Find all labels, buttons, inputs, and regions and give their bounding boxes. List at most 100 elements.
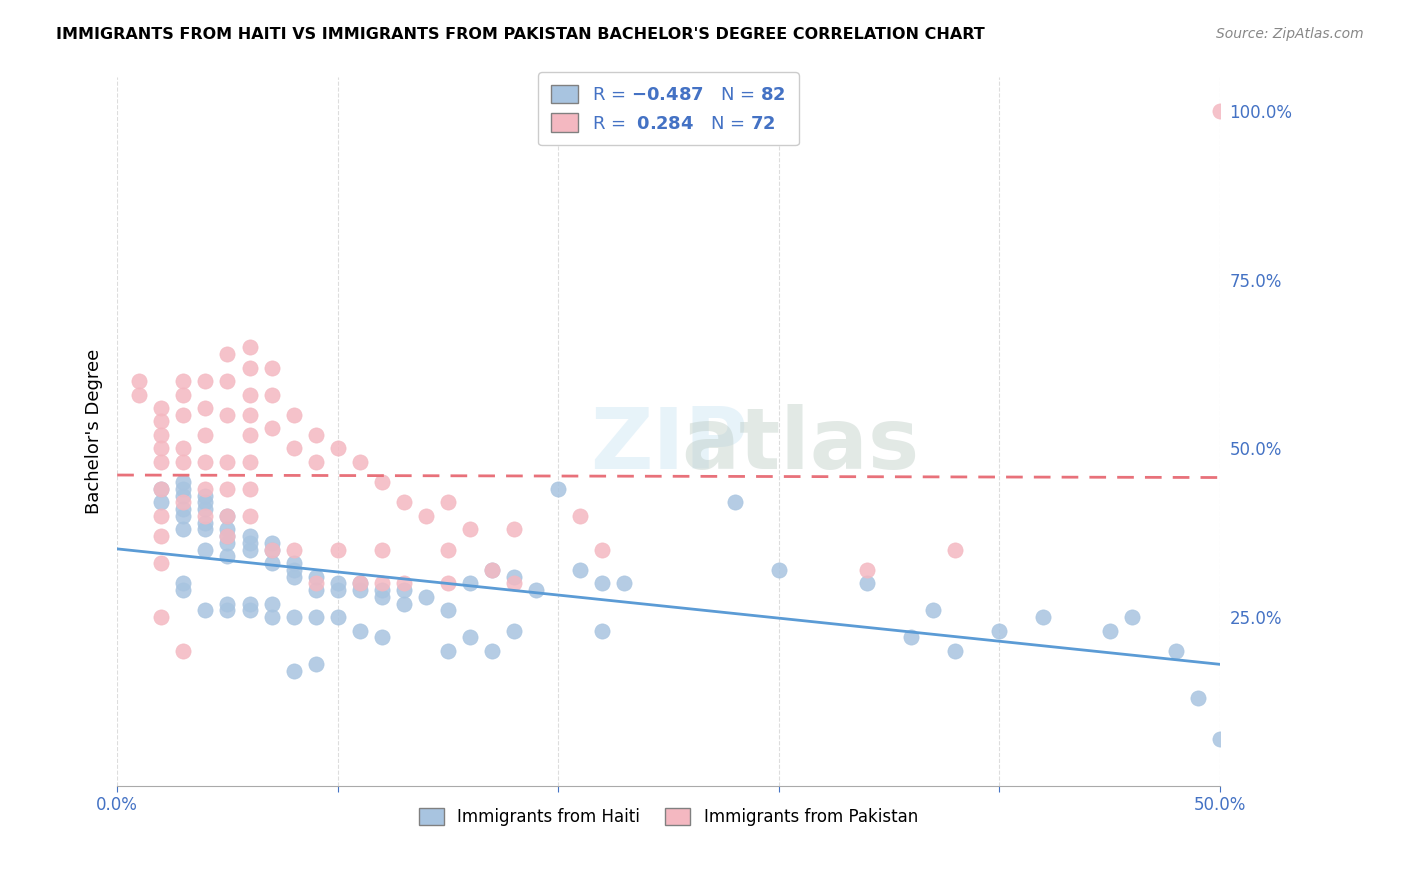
Point: [415, 590, 437, 604]
Point: [724, 495, 747, 509]
Point: [392, 495, 415, 509]
Point: [392, 576, 415, 591]
Point: [128, 387, 150, 401]
Point: [238, 408, 260, 422]
Point: [569, 563, 592, 577]
Point: [172, 508, 194, 523]
Point: [305, 583, 328, 598]
Point: [613, 576, 636, 591]
Point: [217, 536, 239, 550]
Point: [349, 576, 371, 591]
Point: [217, 482, 239, 496]
Point: [217, 508, 239, 523]
Point: [371, 590, 394, 604]
Point: [283, 563, 305, 577]
Point: [305, 569, 328, 583]
Point: [172, 576, 194, 591]
Y-axis label: Bachelor's Degree: Bachelor's Degree: [86, 349, 103, 515]
Point: [172, 523, 194, 537]
Point: [217, 549, 239, 564]
Point: [458, 576, 481, 591]
Point: [349, 455, 371, 469]
Point: [1032, 610, 1054, 624]
Point: [437, 603, 460, 617]
Point: [481, 644, 503, 658]
Point: [172, 583, 194, 598]
Point: [349, 583, 371, 598]
Point: [988, 624, 1011, 638]
Point: [349, 576, 371, 591]
Point: [238, 455, 260, 469]
Point: [150, 415, 173, 429]
Point: [238, 428, 260, 442]
Text: ZIP: ZIP: [589, 404, 748, 487]
Point: [305, 576, 328, 591]
Point: [349, 624, 371, 638]
Point: [194, 428, 217, 442]
Point: [217, 597, 239, 611]
Point: [194, 374, 217, 388]
Point: [283, 569, 305, 583]
Point: [260, 610, 283, 624]
Point: [591, 576, 613, 591]
Point: [172, 408, 194, 422]
Point: [900, 631, 922, 645]
Point: [238, 536, 260, 550]
Point: [260, 556, 283, 570]
Point: [150, 442, 173, 456]
Point: [922, 603, 945, 617]
Point: [194, 495, 217, 509]
Point: [481, 563, 503, 577]
Point: [437, 576, 460, 591]
Point: [217, 529, 239, 543]
Text: Source: ZipAtlas.com: Source: ZipAtlas.com: [1216, 27, 1364, 41]
Point: [437, 644, 460, 658]
Point: [238, 482, 260, 496]
Point: [371, 475, 394, 490]
Point: [194, 502, 217, 516]
Point: [217, 603, 239, 617]
Point: [524, 583, 547, 598]
Point: [437, 542, 460, 557]
Point: [194, 523, 217, 537]
Point: [150, 508, 173, 523]
Point: [415, 508, 437, 523]
Text: IMMIGRANTS FROM HAITI VS IMMIGRANTS FROM PAKISTAN BACHELOR'S DEGREE CORRELATION : IMMIGRANTS FROM HAITI VS IMMIGRANTS FROM…: [56, 27, 986, 42]
Point: [194, 401, 217, 415]
Point: [172, 455, 194, 469]
Point: [150, 610, 173, 624]
Point: [217, 508, 239, 523]
Point: [150, 495, 173, 509]
Point: [172, 482, 194, 496]
Point: [260, 542, 283, 557]
Point: [238, 340, 260, 354]
Point: [172, 502, 194, 516]
Point: [217, 408, 239, 422]
Point: [326, 576, 349, 591]
Point: [238, 542, 260, 557]
Point: [305, 610, 328, 624]
Point: [128, 374, 150, 388]
Point: [392, 583, 415, 598]
Point: [1187, 691, 1209, 706]
Point: [305, 455, 328, 469]
Point: [371, 542, 394, 557]
Point: [1121, 610, 1143, 624]
Point: [371, 576, 394, 591]
Point: [217, 455, 239, 469]
Point: [569, 508, 592, 523]
Point: [194, 603, 217, 617]
Point: [194, 489, 217, 503]
Point: [260, 421, 283, 435]
Point: [238, 387, 260, 401]
Point: [260, 360, 283, 375]
Point: [503, 624, 526, 638]
Point: [260, 542, 283, 557]
Point: [150, 482, 173, 496]
Point: [503, 523, 526, 537]
Point: [943, 644, 966, 658]
Point: [194, 542, 217, 557]
Point: [458, 523, 481, 537]
Point: [238, 597, 260, 611]
Point: [481, 563, 503, 577]
